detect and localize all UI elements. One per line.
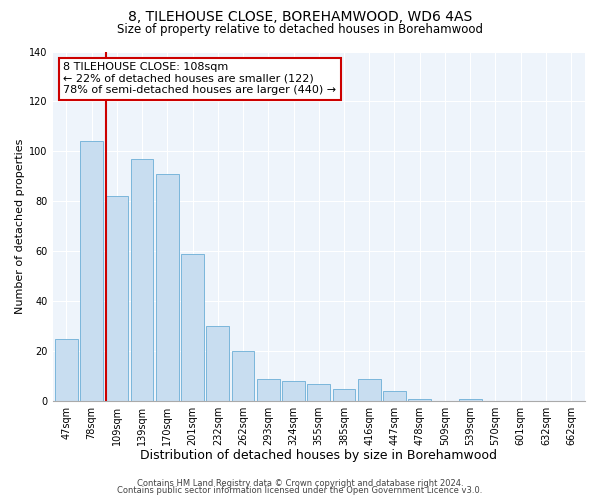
Text: Contains HM Land Registry data © Crown copyright and database right 2024.: Contains HM Land Registry data © Crown c… <box>137 478 463 488</box>
Bar <box>409 398 431 401</box>
Bar <box>232 351 254 401</box>
Bar <box>206 326 229 401</box>
Bar <box>181 254 204 401</box>
Text: Size of property relative to detached houses in Borehamwood: Size of property relative to detached ho… <box>117 22 483 36</box>
Bar <box>55 338 78 401</box>
Text: 8 TILEHOUSE CLOSE: 108sqm
← 22% of detached houses are smaller (122)
78% of semi: 8 TILEHOUSE CLOSE: 108sqm ← 22% of detac… <box>63 62 337 95</box>
Text: Contains public sector information licensed under the Open Government Licence v3: Contains public sector information licen… <box>118 486 482 495</box>
Bar <box>257 378 280 401</box>
X-axis label: Distribution of detached houses by size in Borehamwood: Distribution of detached houses by size … <box>140 450 497 462</box>
Bar <box>131 159 154 401</box>
Bar <box>282 381 305 401</box>
Bar <box>332 388 355 401</box>
Bar <box>156 174 179 401</box>
Bar <box>459 398 482 401</box>
Bar <box>383 391 406 401</box>
Y-axis label: Number of detached properties: Number of detached properties <box>15 138 25 314</box>
Text: 8, TILEHOUSE CLOSE, BOREHAMWOOD, WD6 4AS: 8, TILEHOUSE CLOSE, BOREHAMWOOD, WD6 4AS <box>128 10 472 24</box>
Bar <box>307 384 330 401</box>
Bar <box>106 196 128 401</box>
Bar <box>358 378 380 401</box>
Bar <box>80 142 103 401</box>
